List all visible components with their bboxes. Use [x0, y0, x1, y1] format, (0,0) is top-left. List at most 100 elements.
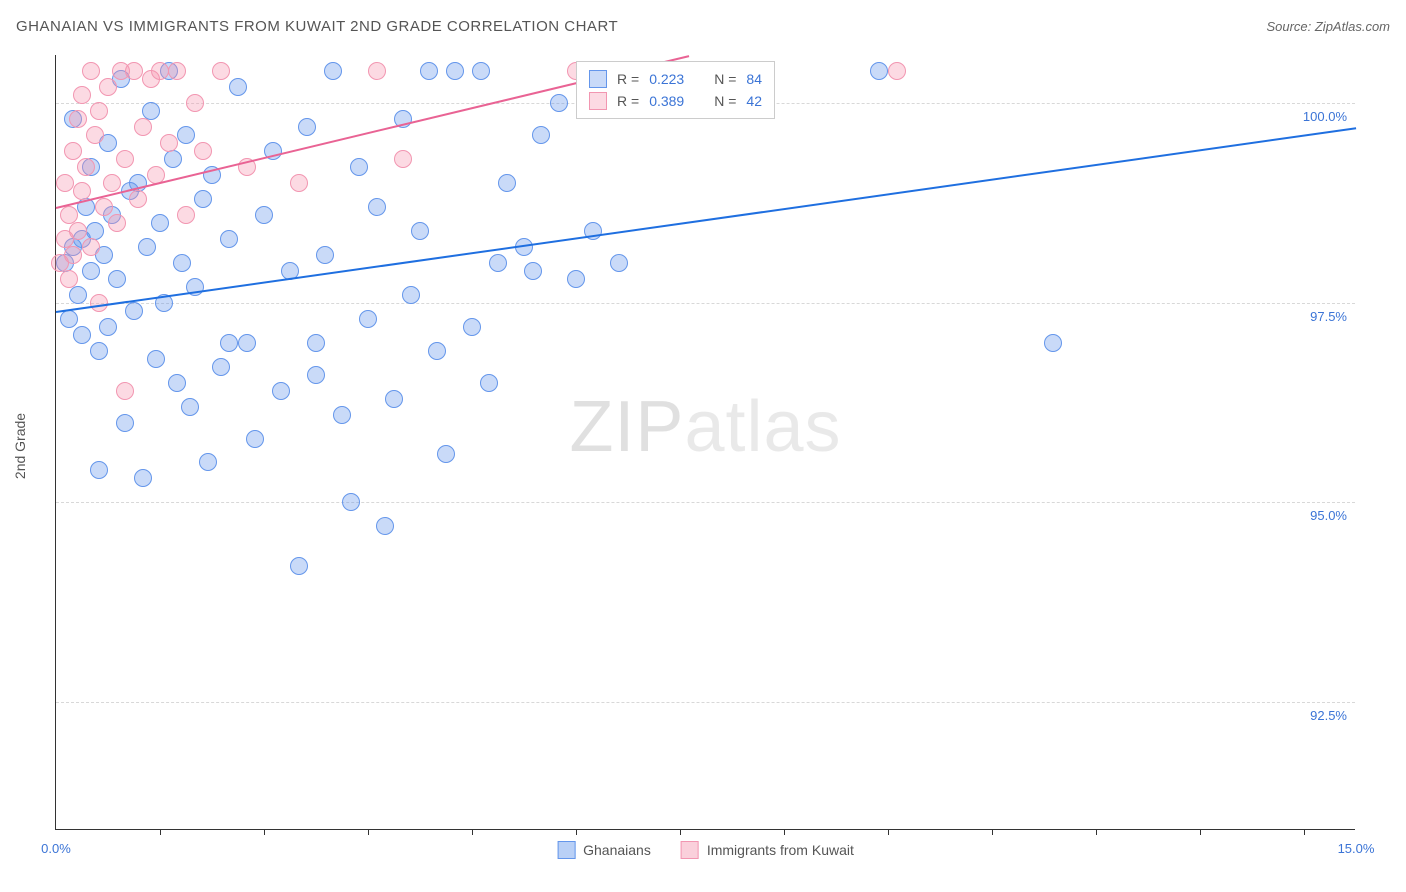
data-point-kuwait	[69, 110, 87, 128]
data-point-kuwait	[60, 270, 78, 288]
x-tick	[992, 829, 993, 835]
n-value: 42	[746, 93, 762, 109]
data-point-ghanaians	[463, 318, 481, 336]
data-point-ghanaians	[307, 366, 325, 384]
data-point-ghanaians	[246, 430, 264, 448]
data-point-ghanaians	[125, 302, 143, 320]
data-point-ghanaians	[532, 126, 550, 144]
data-point-kuwait	[368, 62, 386, 80]
r-label: R =	[617, 93, 639, 109]
data-point-kuwait	[77, 158, 95, 176]
watermark: ZIPatlas	[569, 386, 841, 468]
data-point-ghanaians	[173, 254, 191, 272]
data-point-kuwait	[64, 246, 82, 264]
n-value: 84	[746, 71, 762, 87]
data-point-kuwait	[151, 62, 169, 80]
r-label: R =	[617, 71, 639, 87]
data-point-ghanaians	[73, 326, 91, 344]
stats-box: R =0.223N =84R =0.389N =42	[576, 61, 775, 119]
data-point-kuwait	[95, 198, 113, 216]
n-label: N =	[714, 71, 736, 87]
data-point-ghanaians	[272, 382, 290, 400]
data-point-ghanaians	[342, 493, 360, 511]
data-point-kuwait	[194, 142, 212, 160]
data-point-ghanaians	[420, 62, 438, 80]
data-point-ghanaians	[402, 286, 420, 304]
data-point-ghanaians	[69, 286, 87, 304]
data-point-ghanaians	[567, 270, 585, 288]
data-point-ghanaians	[60, 310, 78, 328]
data-point-kuwait	[82, 238, 100, 256]
source-label: Source: ZipAtlas.com	[1266, 19, 1390, 34]
swatch-kuwait	[589, 92, 607, 110]
data-point-kuwait	[90, 102, 108, 120]
data-point-ghanaians	[151, 214, 169, 232]
data-point-ghanaians	[168, 374, 186, 392]
data-point-kuwait	[108, 214, 126, 232]
data-point-kuwait	[177, 206, 195, 224]
data-point-kuwait	[134, 118, 152, 136]
x-tick	[368, 829, 369, 835]
data-point-ghanaians	[181, 398, 199, 416]
data-point-ghanaians	[238, 334, 256, 352]
data-point-ghanaians	[177, 126, 195, 144]
data-point-ghanaians	[489, 254, 507, 272]
legend-item: Immigrants from Kuwait	[681, 841, 854, 859]
data-point-ghanaians	[220, 230, 238, 248]
watermark-light: atlas	[684, 387, 841, 467]
data-point-ghanaians	[368, 198, 386, 216]
x-tick	[264, 829, 265, 835]
y-axis-title: 2nd Grade	[12, 413, 28, 479]
data-point-kuwait	[82, 62, 100, 80]
y-tick-label: 95.0%	[1310, 508, 1347, 523]
data-point-ghanaians	[90, 342, 108, 360]
data-point-ghanaians	[229, 78, 247, 96]
x-tick	[680, 829, 681, 835]
x-tick-label: 15.0%	[1338, 841, 1375, 856]
data-point-ghanaians	[90, 461, 108, 479]
watermark-bold: ZIP	[569, 387, 684, 467]
y-tick-label: 92.5%	[1310, 708, 1347, 723]
data-point-kuwait	[168, 62, 186, 80]
data-point-kuwait	[394, 150, 412, 168]
data-point-ghanaians	[255, 206, 273, 224]
data-point-ghanaians	[199, 453, 217, 471]
x-tick	[160, 829, 161, 835]
gridline	[56, 502, 1355, 503]
data-point-ghanaians	[116, 414, 134, 432]
data-point-kuwait	[99, 78, 117, 96]
data-point-kuwait	[212, 62, 230, 80]
data-point-kuwait	[186, 94, 204, 112]
data-point-ghanaians	[411, 222, 429, 240]
data-point-ghanaians	[138, 238, 156, 256]
chart-title: GHANAIAN VS IMMIGRANTS FROM KUWAIT 2ND G…	[16, 18, 618, 35]
data-point-kuwait	[129, 190, 147, 208]
data-point-kuwait	[56, 174, 74, 192]
data-point-ghanaians	[498, 174, 516, 192]
plot-area: ZIPatlas GhanaiansImmigrants from Kuwait…	[55, 55, 1355, 830]
data-point-ghanaians	[610, 254, 628, 272]
data-point-kuwait	[116, 382, 134, 400]
data-point-kuwait	[290, 174, 308, 192]
data-point-kuwait	[888, 62, 906, 80]
x-tick	[1200, 829, 1201, 835]
n-label: N =	[714, 93, 736, 109]
stats-row-ghanaians: R = 0.223 N = 84	[589, 68, 762, 90]
title-bar: GHANAIAN VS IMMIGRANTS FROM KUWAIT 2ND G…	[16, 18, 1390, 35]
data-point-ghanaians	[108, 270, 126, 288]
trend-line-ghanaians	[56, 127, 1356, 313]
data-point-ghanaians	[870, 62, 888, 80]
r-value: 0.223	[649, 71, 684, 87]
legend-swatch	[557, 841, 575, 859]
data-point-ghanaians	[194, 190, 212, 208]
data-point-ghanaians	[134, 469, 152, 487]
data-point-ghanaians	[220, 334, 238, 352]
data-point-kuwait	[90, 294, 108, 312]
data-point-ghanaians	[359, 310, 377, 328]
data-point-kuwait	[64, 142, 82, 160]
swatch-ghanaians	[589, 70, 607, 88]
data-point-ghanaians	[212, 358, 230, 376]
data-point-ghanaians	[316, 246, 334, 264]
data-point-ghanaians	[385, 390, 403, 408]
gridline	[56, 702, 1355, 703]
